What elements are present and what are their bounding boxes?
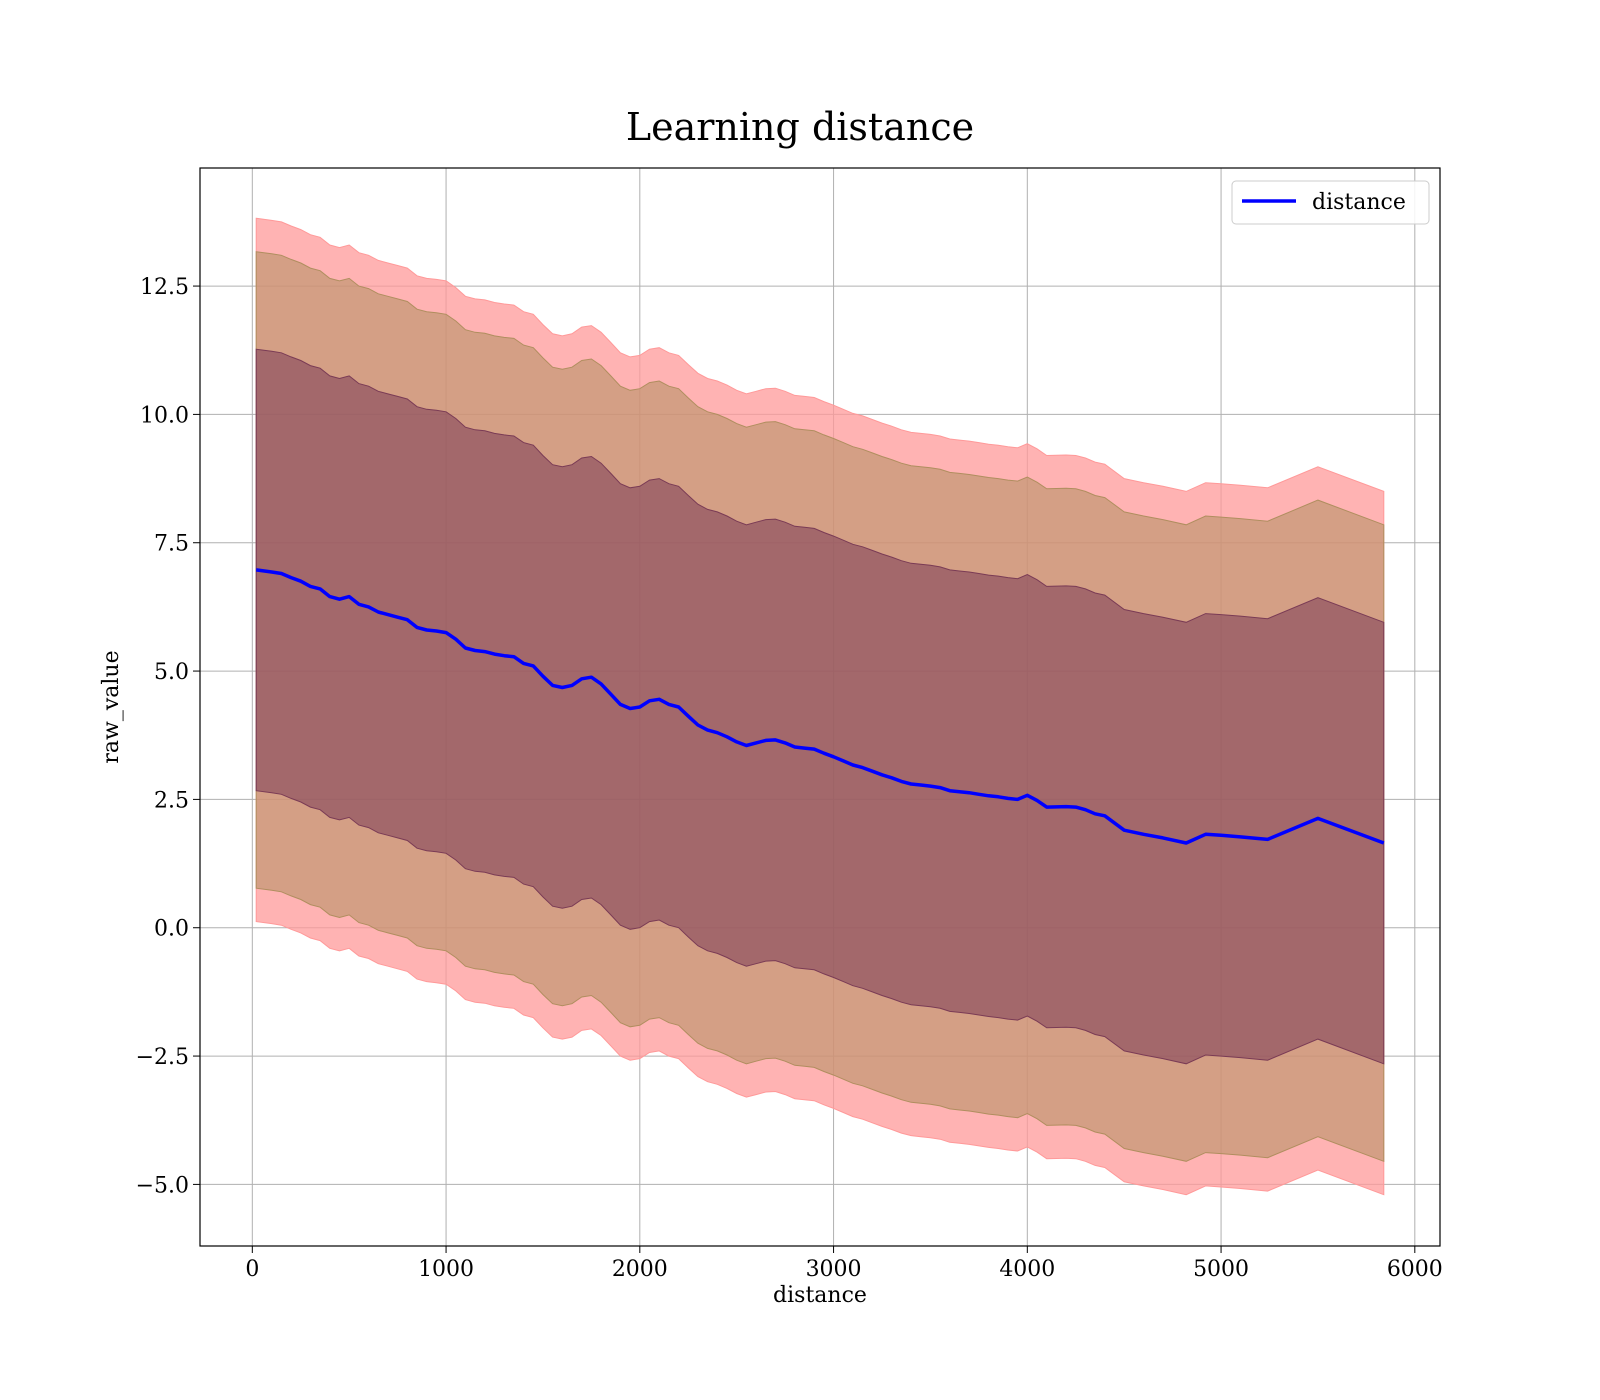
band-layer: [255, 217, 1385, 1196]
y-tick-label: 12.5: [140, 275, 189, 300]
x-tick-label: 2000: [612, 1257, 668, 1282]
x-axis-label: distance: [773, 1283, 867, 1308]
y-tick-label: −2.5: [136, 1045, 189, 1070]
chart-title: Learning distance: [626, 105, 974, 149]
x-tick-label: 3000: [806, 1257, 862, 1282]
confidence-band-3: [255, 348, 1385, 1065]
y-tick-label: 5.0: [154, 660, 189, 685]
y-tick-label: 10.0: [140, 403, 189, 428]
x-tick-label: 4000: [999, 1257, 1055, 1282]
x-tick-label: 1000: [418, 1257, 474, 1282]
y-axis-label: raw_value: [99, 650, 124, 763]
y-tick-label: 2.5: [154, 788, 189, 813]
x-tick-label: 5000: [1193, 1257, 1249, 1282]
legend-label-distance: distance: [1312, 190, 1406, 215]
x-tick-label: 6000: [1387, 1257, 1443, 1282]
y-tick-label: 0.0: [154, 917, 189, 942]
x-axis: 0 1000 2000 3000 4000 5000 6000: [245, 1246, 1443, 1282]
plot-frame: [199, 167, 1441, 1247]
series-line-distance: [255, 568, 1385, 845]
legend: distance: [1231, 180, 1430, 225]
series-layer: [255, 568, 1385, 845]
y-axis: −5.0 −2.5 0.0 2.5 5.0 7.5 10.0 12.5: [136, 275, 200, 1198]
x-tick-label: 0: [245, 1257, 259, 1282]
legend-box: [1231, 180, 1430, 225]
y-tick-label: −5.0: [136, 1173, 189, 1198]
y-tick-label: 7.5: [154, 532, 189, 557]
